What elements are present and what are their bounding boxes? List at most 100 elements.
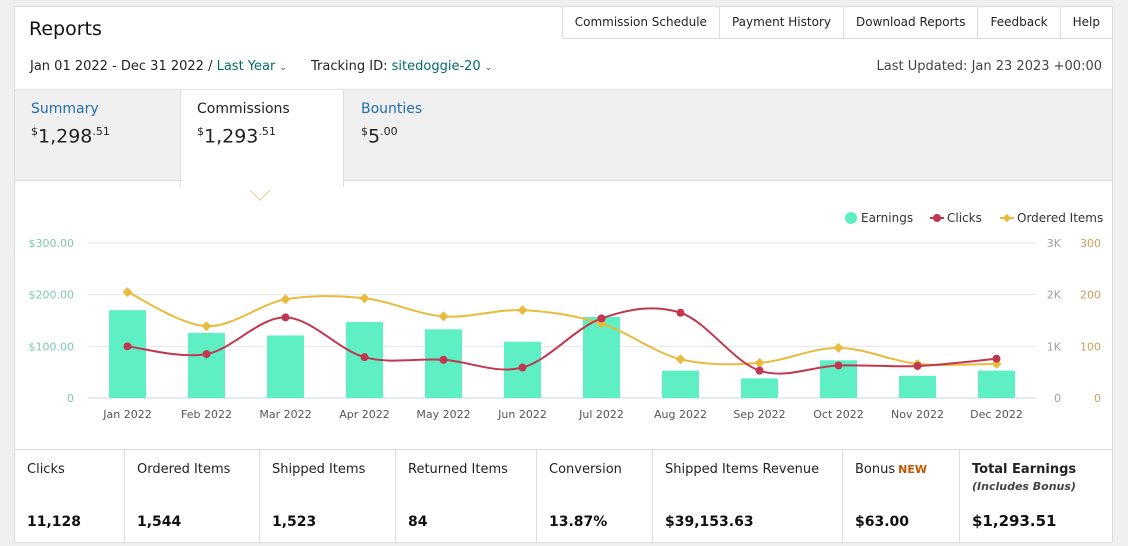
legend-earnings-swatch [845,212,857,224]
earnings-bar [188,332,225,398]
feedback-link[interactable]: Feedback [978,7,1061,38]
tab-amount: $1,293.51 [197,125,327,147]
earnings-bar [662,370,699,398]
currency-symbol: $ [197,125,204,138]
x-tick-label: Jul 2022 [578,408,624,421]
stat-label: Shipped Items [272,462,366,477]
y-tick-label-left: 0 [67,392,74,405]
stat-value: 1,523 [272,514,317,530]
help-link[interactable]: Help [1072,15,1100,29]
stat-value: 11,128 [27,514,82,530]
chart-area: $300.00 3K 300 $200.00 2K 200 $100.00 1K 100 0 0 0 J… [15,182,1112,449]
x-tick-label: Jun 2022 [497,408,547,421]
y-tick-label-ordered: 0 [1094,392,1101,405]
stat-clicks: Clicks 11,128 [15,450,125,544]
ordered-items-line [127,291,997,367]
ordered-items-marker [675,354,686,365]
stat-shipped-items-revenue: Shipped Items Revenue $39,153.63 [653,450,843,544]
clicks-marker [281,313,290,322]
period-dropdown[interactable]: Last Year ⌄ [217,59,287,74]
earnings-bar [583,316,620,398]
legend-clicks-label: Clicks [947,211,982,225]
earnings-bar [741,378,778,398]
ordered-items-marker [754,357,765,368]
amount-cents: .00 [380,125,398,138]
ordered-items-marker [517,305,528,316]
tab-label: Bounties [361,101,423,117]
clicks-marker [123,342,132,351]
tracking-id-label: Tracking ID: [311,59,388,74]
stat-label: Returned Items [408,462,508,477]
clicks-marker [518,363,527,372]
chevron-down-icon: ⌄ [484,63,493,73]
date-range-text: Jan 01 2022 - Dec 31 2022 / [30,59,213,74]
y-tick-label-clicks: 3K [1047,237,1062,250]
stat-sublabel: (Includes Bonus) [972,480,1076,493]
amount-whole: 5 [368,125,381,148]
y-tick-label-clicks: 1K [1047,340,1062,353]
stat-value: $1,293.51 [972,512,1057,530]
commission-schedule-link[interactable]: Commission Schedule [563,7,720,38]
stat-label: Bonus NEW [855,462,947,477]
stat-label: Shipped Items Revenue [665,462,820,477]
tab-label: Commissions [197,101,290,117]
page-title: Reports [29,18,102,40]
earnings-bar [978,370,1015,398]
stat-value: 84 [408,514,428,530]
earnings-bar [899,375,936,398]
tracking-id-dropdown[interactable]: Tracking ID: sitedoggie-20 ⌄ [311,59,492,74]
clicks-marker [202,350,211,359]
bonus-label: Bonus [855,462,896,477]
x-tick-label: Aug 2022 [654,408,707,421]
x-tick-label: Dec 2022 [970,408,1023,421]
amount-whole: 1,298 [38,125,93,148]
clicks-marker [597,314,606,323]
chevron-down-icon: ⌄ [279,63,287,73]
stats-bar: Clicks 11,128 Ordered Items 1,544 Shippe… [15,449,1112,544]
new-badge: NEW [898,463,927,476]
y-tick-label-ordered: 300 [1080,237,1101,250]
tab-commissions[interactable]: Commissions $1,293.51 [180,90,344,187]
x-tick-label: Feb 2022 [181,408,232,421]
legend-ordered-label: Ordered Items [1017,211,1103,225]
download-reports-link[interactable]: Download Reports [844,7,979,38]
stat-label: Total Earnings [972,462,1077,477]
clicks-marker [439,355,448,364]
earnings-bar [267,335,304,398]
stat-value: $39,153.63 [665,514,754,530]
stat-value: 13.87% [549,514,608,530]
y-tick-label-left: $300.00 [29,237,75,250]
stat-label: Conversion [549,462,622,477]
ordered-items-marker [833,342,844,353]
y-tick-label-clicks: 0 [1054,392,1061,405]
tracking-id-value: sitedoggie-20 [391,59,481,74]
y-tick-label-ordered: 100 [1080,340,1101,353]
clicks-line [127,307,997,375]
currency-symbol: $ [31,125,38,138]
tab-label: Summary [31,101,99,117]
x-tick-label: Nov 2022 [891,408,944,421]
payment-history-link[interactable]: Payment History [720,7,844,38]
stat-ordered-items: Ordered Items 1,544 [125,450,260,544]
x-tick-label: Oct 2022 [813,408,864,421]
x-tick-label: Jan 2022 [102,408,151,421]
legend-ordered-swatch [1002,213,1012,223]
amount-cents: .51 [92,125,110,138]
stat-label: Clicks [27,462,65,477]
tab-amount: $1,298.51 [31,125,164,147]
currency-symbol: $ [361,125,368,138]
tab-bounties[interactable]: Bounties $5.00 [345,90,505,182]
amount-whole: 1,293 [204,125,259,148]
ordered-items-marker [201,321,212,332]
reports-panel: Reports Commission Schedule Payment Hist… [14,6,1113,544]
clicks-marker [755,366,764,375]
tab-amount: $5.00 [361,125,489,147]
period-dropdown-label: Last Year [216,59,276,74]
tab-bar: Summary $1,298.51 Commissions $1,293.51 … [15,89,1112,187]
y-tick-label-clicks: 2K [1047,289,1062,302]
stat-label: Ordered Items [137,462,231,477]
stat-value: 1,544 [137,514,182,530]
tab-summary[interactable]: Summary $1,298.51 [15,90,180,182]
stat-shipped-items: Shipped Items 1,523 [260,450,396,544]
clicks-marker [913,361,922,370]
